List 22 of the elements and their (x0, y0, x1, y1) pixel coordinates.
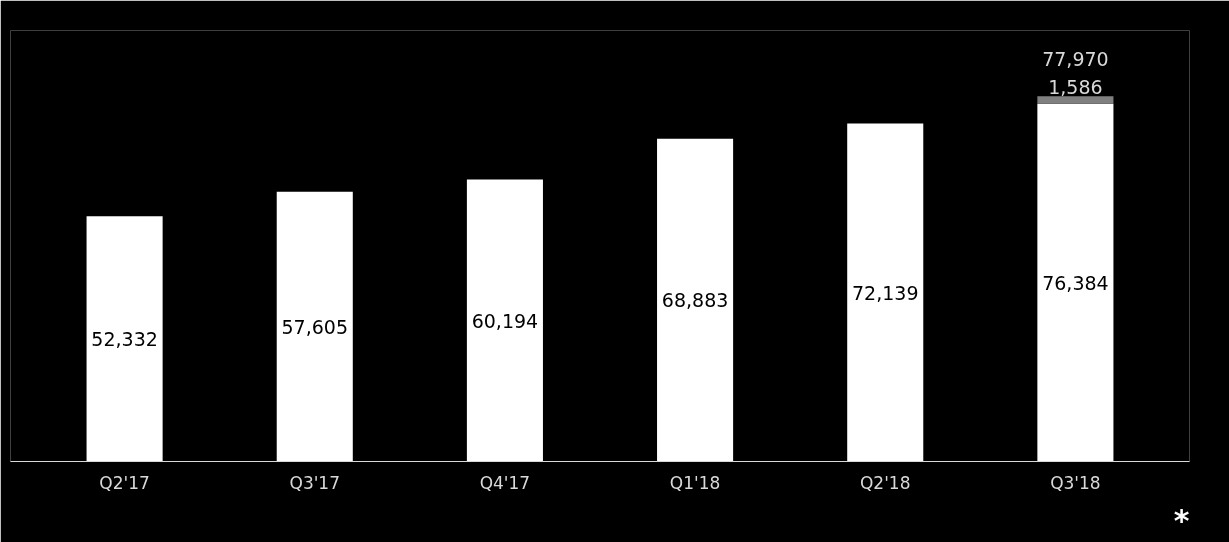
x-tick-label: Q2'17 (99, 472, 150, 493)
data-label: 1,586 (1048, 76, 1103, 99)
data-label: 76,384 (1042, 271, 1109, 294)
bar (466, 179, 543, 462)
bar (86, 216, 163, 462)
data-label: 72,139 (852, 281, 919, 304)
data-label: 52,332 (91, 327, 158, 350)
x-tick-label: Q4'17 (479, 472, 531, 493)
data-label: 60,194 (471, 309, 539, 332)
text: * (1173, 502, 1190, 538)
x-tick-label: Q3'17 (289, 472, 341, 493)
data-label: 68,883 (661, 289, 729, 312)
bar (276, 191, 353, 462)
bar (657, 138, 734, 462)
bar (1037, 96, 1114, 104)
data-label: 57,605 (281, 315, 348, 338)
bar (1037, 103, 1114, 462)
x-tick-label: Q3'18 (1050, 472, 1101, 493)
total-label: 77,970 (1042, 48, 1109, 71)
x-tick-label: Q1'18 (669, 472, 721, 493)
bar (847, 123, 924, 462)
x-tick-label: Q2'18 (859, 472, 911, 493)
